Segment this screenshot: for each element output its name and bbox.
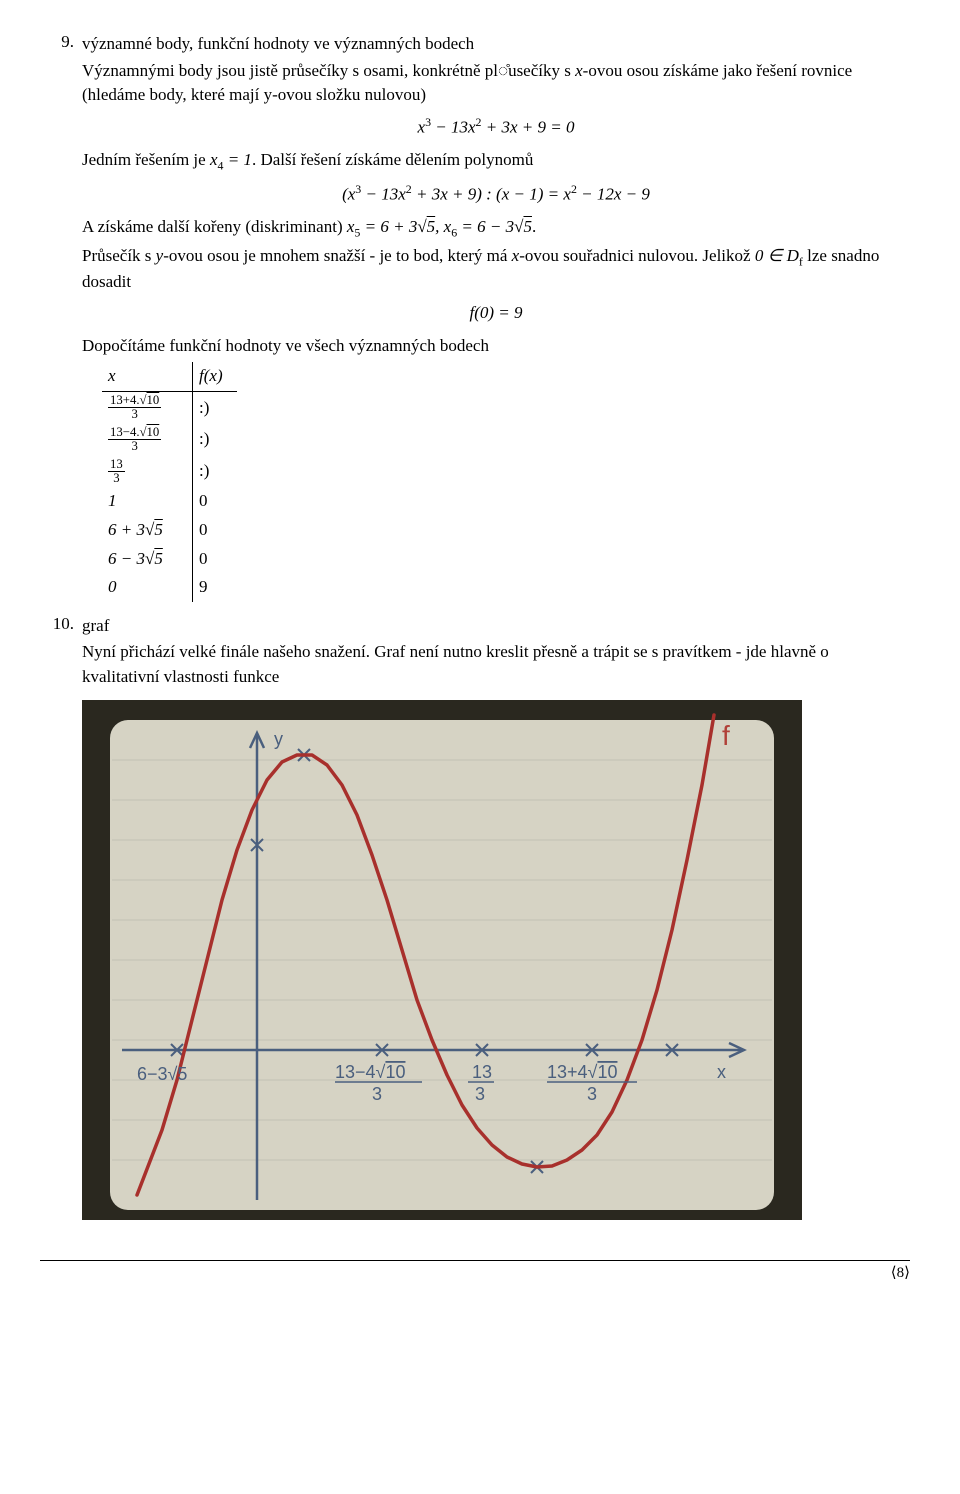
- table-row: 133:): [102, 456, 237, 488]
- xtick-label-denom: 3: [475, 1084, 485, 1104]
- item-9-para3: A získáme další kořeny (diskriminant) x5…: [82, 215, 910, 242]
- table-row: 6 + 350: [102, 516, 237, 545]
- function-label: f: [722, 720, 730, 751]
- graph-photo: y 6−3√5 13−4√10 3 13 3 13+4√10 3 x f: [82, 700, 802, 1220]
- col-x: x: [102, 362, 193, 391]
- table-head: x f(x): [102, 362, 237, 391]
- item-9-para1: Významnými body jsou jistě průsečíky s o…: [82, 59, 910, 108]
- page-number: ⟨8⟩: [891, 1265, 910, 1281]
- item-number: 10.: [40, 612, 82, 1220]
- item-10-title: graf: [82, 614, 910, 639]
- equation-division: (x3 − 13x2 + 3x + 9) : (x − 1) = x2 − 12…: [82, 181, 910, 207]
- page-footer: ⟨8⟩: [40, 1260, 910, 1285]
- equation-cubic: x3 − 13x2 + 3x + 9 = 0: [82, 114, 910, 140]
- table-row: 10: [102, 487, 237, 516]
- item-9-para2: Jedním řešením je x4 = 1. Další řešení z…: [82, 148, 910, 175]
- xtick-label: 13: [472, 1062, 492, 1082]
- item-10-para1: Nyní přichází velké finále našeho snažen…: [82, 640, 910, 689]
- col-fx: f(x): [193, 362, 237, 391]
- item-9-para5: Dopočítáme funkční hodnoty ve všech význ…: [82, 334, 910, 359]
- y-axis-label: y: [274, 729, 283, 749]
- item-9-para4: Průsečík s y-ovou osou je mnohem snažší …: [82, 244, 910, 295]
- xtick-label: 13+4√10: [547, 1062, 617, 1082]
- table-row: 09: [102, 573, 237, 602]
- table-row: 13−4.103:): [102, 424, 237, 456]
- item-9: 9. významné body, funkční hodnoty ve výz…: [40, 30, 910, 608]
- values-table: x f(x) 13+4.103:) 13−4.103:) 133:) 10 6 …: [102, 362, 910, 601]
- equation-f0: f(0) = 9: [82, 301, 910, 326]
- xtick-label-denom: 3: [587, 1084, 597, 1104]
- item-10: 10. graf Nyní přichází velké finále naše…: [40, 612, 910, 1220]
- x-axis-label: x: [717, 1062, 726, 1082]
- item-number: 9.: [40, 30, 82, 608]
- table-row: 6 − 350: [102, 545, 237, 574]
- xtick-label-denom: 3: [372, 1084, 382, 1104]
- xtick-label: 6−3√5: [137, 1064, 187, 1084]
- hand-drawn-graph: y 6−3√5 13−4√10 3 13 3 13+4√10 3 x f: [82, 700, 802, 1220]
- item-9-title: významné body, funkční hodnoty ve význam…: [82, 32, 910, 57]
- xtick-label: 13−4√10: [335, 1062, 405, 1082]
- table-row: 13+4.103:): [102, 392, 237, 424]
